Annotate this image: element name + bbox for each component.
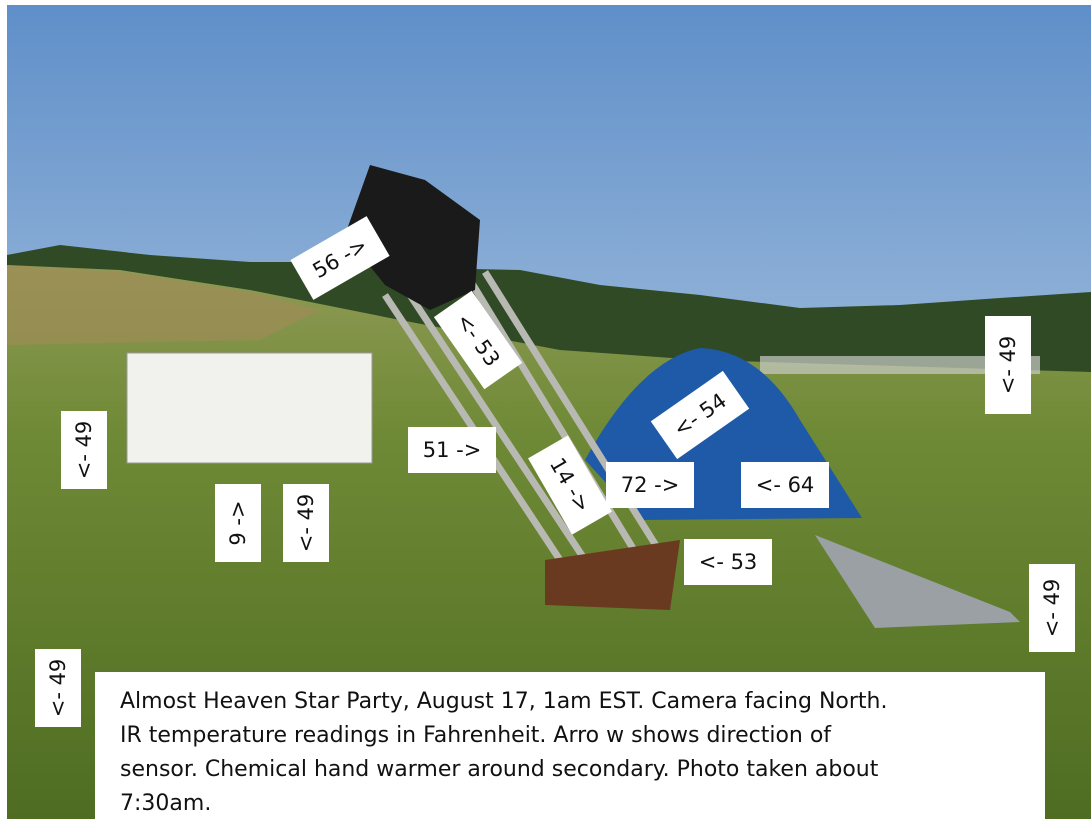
label-text: <- 49 [1040, 579, 1064, 638]
temperature-label: <- 49 [35, 649, 81, 727]
label-text: 51 -> [423, 438, 482, 462]
label-text: 72 -> [621, 473, 680, 497]
label-text: <- 53 [699, 550, 758, 574]
temperature-label: 9 -> [215, 484, 261, 562]
caption-line: 7:30am. [120, 791, 211, 816]
temperature-label: <- 49 [985, 316, 1031, 414]
label-text: <- 64 [756, 473, 815, 497]
caption-line: IR temperature readings in Fahrenheit. A… [120, 723, 832, 748]
label-text: <- 49 [996, 336, 1020, 395]
label-text: <- 49 [46, 659, 70, 718]
caption-line: Almost Heaven Star Party, August 17, 1am… [120, 689, 887, 714]
temperature-label: <- 49 [61, 411, 107, 489]
label-text: 9 -> [226, 500, 250, 545]
temperature-label: <- 49 [1029, 564, 1075, 652]
label-text: <- 49 [72, 421, 96, 480]
trailer [127, 353, 372, 463]
label-text: <- 49 [294, 494, 318, 553]
temperature-label: <- 49 [283, 484, 329, 562]
temperature-label: 51 -> [408, 427, 496, 473]
caption-line: sensor. Chemical hand warmer around seco… [120, 757, 879, 782]
photo: 56 -><- 5351 ->14 -><- 5472 -><- 64<- 53… [0, 0, 1091, 819]
temperature-label: 72 -> [606, 462, 694, 508]
temperature-label: <- 64 [741, 462, 829, 508]
temperature-label: <- 53 [684, 539, 772, 585]
